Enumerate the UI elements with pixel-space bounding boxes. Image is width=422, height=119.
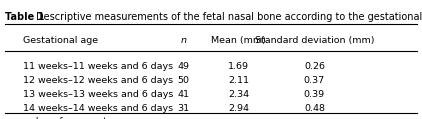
Text: 13 weeks–13 weeks and 6 days: 13 weeks–13 weeks and 6 days — [23, 90, 173, 99]
Text: 49: 49 — [178, 62, 189, 72]
Text: n: n — [181, 36, 187, 45]
Text: , number of pregnant women.: , number of pregnant women. — [10, 117, 146, 119]
Text: 50: 50 — [178, 76, 189, 85]
Text: 14 weeks–14 weeks and 6 days: 14 weeks–14 weeks and 6 days — [23, 104, 173, 113]
Text: Standard deviation (mm): Standard deviation (mm) — [254, 36, 374, 45]
Text: 1.69: 1.69 — [228, 62, 249, 72]
Text: 11 weeks–11 weeks and 6 days: 11 weeks–11 weeks and 6 days — [23, 62, 173, 72]
Text: Descriptive measurements of the fetal nasal bone according to the gestational ag: Descriptive measurements of the fetal na… — [36, 12, 422, 22]
Text: Gestational age: Gestational age — [23, 36, 98, 45]
Text: 0.37: 0.37 — [304, 76, 325, 85]
Text: 0.48: 0.48 — [304, 104, 325, 113]
Text: 41: 41 — [178, 90, 189, 99]
Text: Table 1: Table 1 — [5, 12, 44, 22]
Text: 0.26: 0.26 — [304, 62, 325, 72]
Text: 31: 31 — [178, 104, 189, 113]
Text: 2.11: 2.11 — [228, 76, 249, 85]
Text: 12 weeks–12 weeks and 6 days: 12 weeks–12 weeks and 6 days — [23, 76, 173, 85]
Text: 2.34: 2.34 — [228, 90, 249, 99]
Text: 2.94: 2.94 — [228, 104, 249, 113]
Text: Mean (mm): Mean (mm) — [211, 36, 266, 45]
Text: n: n — [5, 117, 11, 119]
Text: 0.39: 0.39 — [304, 90, 325, 99]
